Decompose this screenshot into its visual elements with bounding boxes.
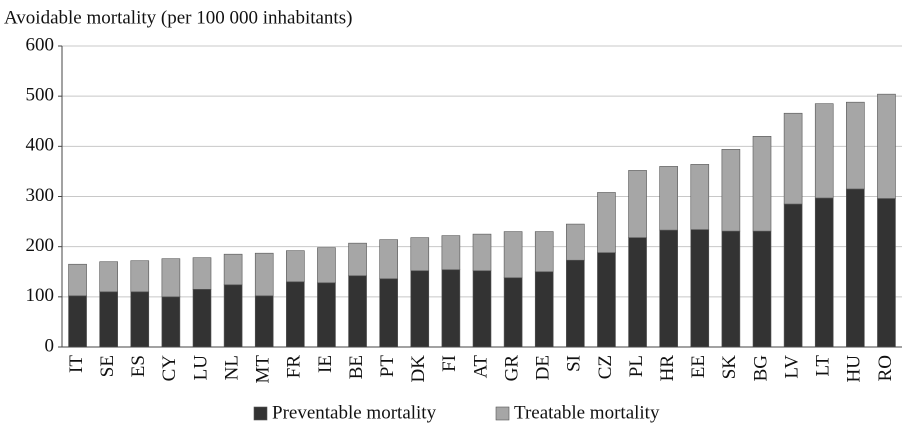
bar-segment	[99, 261, 118, 293]
bar-segment	[628, 237, 647, 348]
bar-segment	[286, 281, 305, 348]
bar-segment	[223, 253, 243, 286]
x-tick-label: SE	[97, 355, 118, 377]
bar-segment	[348, 275, 367, 348]
x-tick-label: LU	[190, 355, 211, 381]
bar-segment	[441, 235, 461, 271]
x-tick-label: SI	[564, 355, 585, 372]
bar-segment	[877, 198, 896, 348]
bar-segment	[566, 259, 585, 348]
x-tick-label: FI	[439, 355, 460, 372]
bar-segment	[410, 237, 430, 272]
x-tick-label: ES	[128, 355, 149, 377]
bar-segment	[68, 263, 87, 297]
x-tick-label: HU	[844, 355, 865, 383]
bar-segment	[379, 278, 398, 348]
x-tick-label: BE	[346, 355, 367, 379]
x-tick-label: IE	[315, 355, 336, 373]
x-tick-label: HR	[657, 355, 678, 382]
bar-segment	[752, 136, 772, 232]
bar-segment	[472, 270, 492, 348]
x-tick-label: FR	[284, 355, 305, 379]
bar-segment	[410, 270, 430, 348]
x-tick-label: CZ	[595, 355, 616, 379]
bar-segment	[846, 101, 865, 190]
x-tick-label: LV	[781, 355, 802, 379]
y-tick-label: 400	[26, 135, 55, 156]
bar-segment	[534, 231, 554, 273]
y-tick-label: 300	[26, 185, 55, 206]
x-tick-label: DE	[533, 355, 554, 380]
bar-segment	[659, 229, 678, 348]
bar-segment	[130, 260, 150, 293]
y-tick-label: 100	[26, 285, 55, 306]
bar-segment	[317, 282, 336, 348]
y-tick-label: 600	[26, 34, 55, 55]
x-tick-label: SK	[719, 355, 740, 380]
legend-swatch	[495, 406, 510, 421]
bar-segment	[783, 203, 803, 348]
bar-segment	[597, 192, 616, 253]
chart-title: Avoidable mortality (per 100 000 inhabit…	[4, 7, 352, 28]
x-tick-label: PT	[377, 355, 398, 378]
bar-segment	[877, 93, 896, 199]
bar-segment	[503, 231, 523, 279]
bar-segment	[161, 296, 181, 348]
y-tick-label: 0	[45, 335, 55, 356]
bar-segment	[379, 239, 398, 280]
x-tick-label: LT	[813, 355, 834, 377]
bar-segment	[721, 230, 741, 348]
bar-segment	[597, 252, 616, 348]
x-tick-label: BG	[750, 355, 771, 382]
legend-swatch	[253, 406, 268, 421]
bar-segment	[846, 188, 865, 348]
legend-label: Preventable mortality	[272, 402, 437, 423]
x-tick-label: IT	[66, 355, 87, 373]
bar-segment	[130, 291, 150, 348]
legend-label: Treatable mortality	[514, 402, 660, 423]
x-tick-label: DK	[408, 355, 429, 383]
bar-segment	[783, 112, 803, 205]
x-tick-label: CY	[159, 355, 180, 382]
bar-segment	[161, 258, 181, 298]
x-tick-label: GR	[501, 355, 522, 382]
x-tick-label: MT	[253, 355, 274, 384]
y-tick-label: 200	[26, 235, 55, 256]
x-tick-label: RO	[875, 355, 896, 381]
y-tick-label: 500	[26, 85, 55, 106]
bar-segment	[68, 295, 87, 348]
bar-segment	[254, 295, 274, 348]
bar-segment	[503, 277, 523, 348]
bar-segment	[628, 170, 647, 238]
bar-segment	[690, 164, 710, 230]
bar-segment	[690, 229, 710, 348]
bar-segment	[566, 223, 585, 261]
bar-segment	[192, 289, 212, 348]
bar-segment	[472, 233, 492, 272]
bar-segment	[441, 269, 461, 348]
x-tick-label: NL	[221, 355, 242, 380]
bar-segment	[534, 271, 554, 348]
bar-segment	[348, 242, 367, 277]
bar-segment	[317, 247, 336, 284]
bar-segment	[752, 230, 772, 348]
bar-segment	[286, 250, 305, 283]
bar-segment	[814, 103, 834, 199]
x-tick-label: AT	[470, 355, 491, 379]
bar-segment	[223, 284, 243, 348]
bar-segment	[192, 257, 212, 290]
bar-segment	[814, 197, 834, 348]
bar-segment	[721, 149, 741, 232]
bar-segment	[659, 166, 678, 231]
bar-segment	[254, 252, 274, 297]
bar-segment	[99, 291, 118, 348]
x-tick-label: EE	[688, 355, 709, 378]
x-tick-label: PL	[626, 355, 647, 377]
